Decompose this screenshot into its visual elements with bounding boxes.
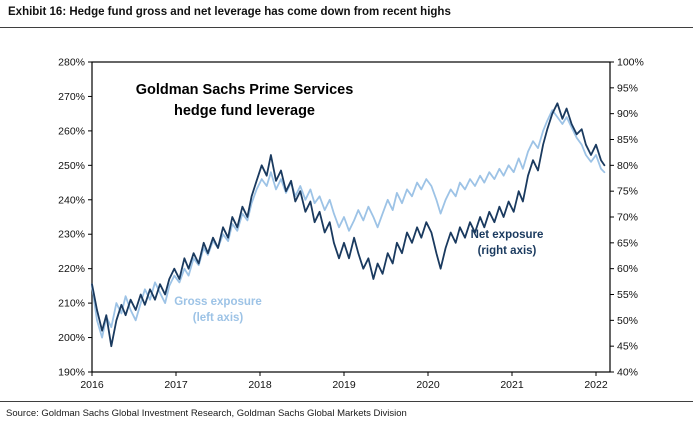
gross-exposure-label-line2: (left axis) [192,311,244,324]
title-divider [0,27,693,28]
right-axis-tick-label: 75% [617,186,638,198]
right-axis-tick-label: 85% [617,134,638,146]
gross-exposure-label-line1: Gross exposure [174,296,262,308]
left-axis-tick-label: 190% [58,367,85,379]
chart-title: Goldman Sachs Prime Services hedge fund … [112,80,377,122]
left-axis-tick-label: 250% [58,160,85,172]
right-axis-tick-label: 100% [617,57,644,69]
x-axis-tick-label: 2022 [584,379,608,391]
x-axis-tick-label: 2018 [248,379,272,391]
left-axis-tick-label: 200% [58,332,85,344]
right-axis-tick-label: 90% [617,108,638,120]
net-exposure-label: Net exposure (right axis) [437,228,577,259]
right-axis-tick-label: 45% [617,341,638,353]
right-axis-tick-label: 65% [617,237,638,249]
left-axis-tick-label: 220% [58,263,85,275]
x-axis-tick-label: 2017 [164,379,188,391]
x-axis-tick-label: 2016 [80,379,104,391]
chart-title-line1: Goldman Sachs Prime Services [135,82,354,98]
left-axis-tick-label: 280% [58,57,85,69]
gross-exposure-line [91,109,606,339]
right-axis-tick-label: 70% [617,212,638,224]
right-axis-tick-label: 80% [617,160,638,172]
left-axis-tick-label: 260% [58,125,85,137]
right-axis-tick-label: 60% [617,263,638,275]
net-exposure-line [91,102,606,348]
left-axis-tick-label: 230% [58,229,85,241]
right-axis-tick-label: 40% [617,367,638,379]
left-axis-tick-label: 240% [58,194,85,206]
exhibit-title: Exhibit 16: Hedge fund gross and net lev… [8,6,451,18]
x-axis-tick-label: 2020 [416,379,440,391]
x-axis-tick-label: 2021 [500,379,524,391]
right-axis-tick-label: 95% [617,82,638,94]
x-axis-tick-label: 2019 [332,379,356,391]
footer-divider [0,401,693,402]
left-axis-tick-label: 270% [58,91,85,103]
chart-title-line2: hedge fund leverage [173,103,315,120]
net-exposure-label-line2: (right axis) [477,244,537,257]
left-axis-tick-label: 210% [58,298,85,310]
right-axis-tick-label: 55% [617,289,638,301]
net-exposure-label-line1: Net exposure [470,229,544,241]
source-text: Source: Goldman Sachs Global Investment … [6,408,407,419]
right-axis-tick-label: 50% [617,315,638,327]
gross-exposure-label: Gross exposure (left axis) [148,295,288,326]
